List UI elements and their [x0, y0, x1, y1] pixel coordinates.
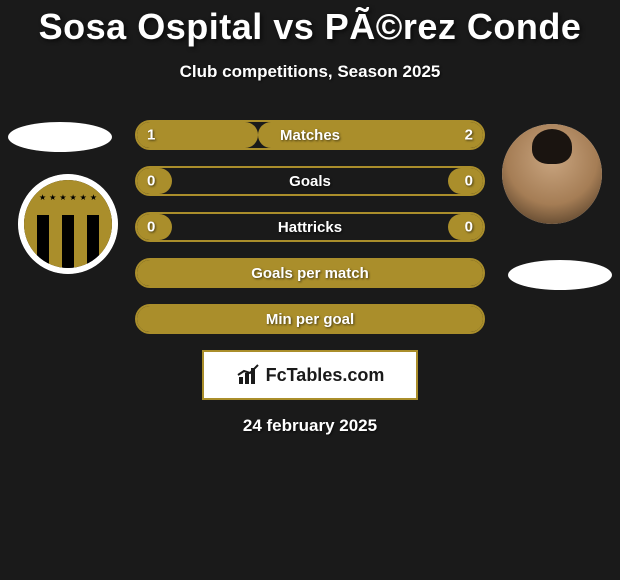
stat-row-min-per-goal: Min per goal	[135, 304, 485, 334]
subtitle: Club competitions, Season 2025	[0, 62, 620, 82]
stat-row-goals: 0 0 Goals	[135, 166, 485, 196]
stats-container: 1 2 Matches 0 0 Goals 0 0 Hattricks Goals per mat…	[0, 120, 620, 334]
stat-label: Hattricks	[278, 219, 342, 236]
stat-value-right: 0	[465, 219, 473, 236]
stat-value-right: 2	[465, 127, 473, 144]
source-logo-box: FcTables.com	[202, 350, 418, 400]
stat-value-left: 0	[147, 219, 155, 236]
page-title: Sosa Ospital vs PÃ©rez Conde	[0, 0, 620, 48]
source-logo-text: FcTables.com	[266, 365, 385, 386]
stat-row-matches: 1 2 Matches	[135, 120, 485, 150]
stat-value-right: 0	[465, 173, 473, 190]
stat-row-hattricks: 0 0 Hattricks	[135, 212, 485, 242]
stat-value-left: 1	[147, 127, 155, 144]
stat-value-left: 0	[147, 173, 155, 190]
stat-label: Goals per match	[251, 265, 369, 282]
stat-label: Goals	[289, 173, 331, 190]
bar-chart-icon	[236, 363, 260, 387]
stat-label: Matches	[280, 127, 340, 144]
stat-label: Min per goal	[266, 311, 354, 328]
stat-row-goals-per-match: Goals per match	[135, 258, 485, 288]
generated-date: 24 february 2025	[0, 416, 620, 436]
